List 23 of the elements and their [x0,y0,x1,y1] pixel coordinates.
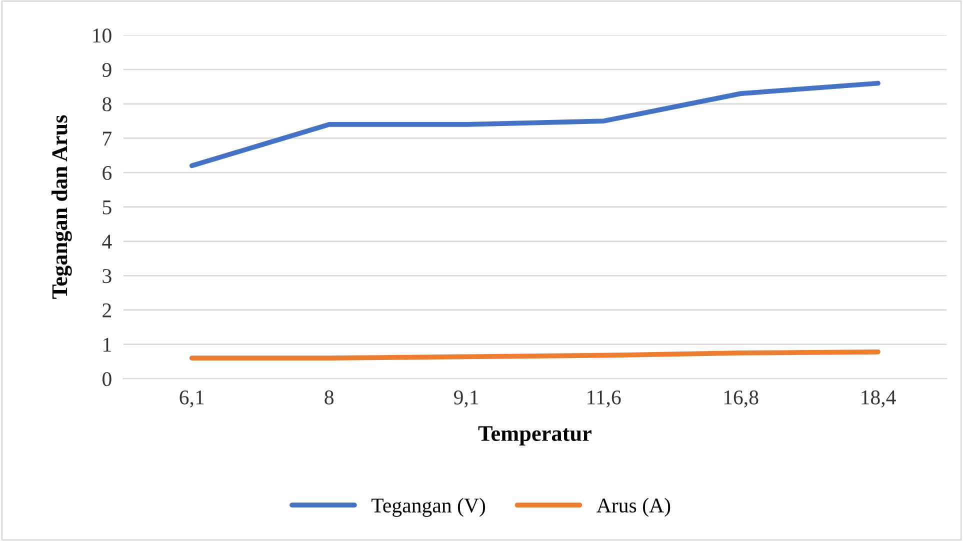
x-tick-label: 9,1 [454,390,478,408]
y-tick-label: 4 [102,234,112,249]
x-axis-title: Temperatur [478,426,592,446]
x-tick-label: 6,1 [180,390,204,408]
y-axis-title: Tegangan dan Arus [52,115,72,299]
line-series [189,349,880,361]
legend-label: Arus (A) [596,498,670,517]
y-tick-label: 8 [102,97,112,112]
x-tick-label: 8 [324,390,334,404]
line-series [189,80,880,168]
y-tick-label: 1 [104,338,111,352]
y-tick-label: 6 [102,166,112,180]
y-tick-label: 10 [93,28,112,43]
x-tick-label: 11,6 [588,390,621,408]
x-tick-label: 18,4 [862,390,896,408]
y-tick-label: 0 [102,372,112,386]
legend-label: Tegangan (V) [372,498,486,517]
y-tick-label: 3 [102,269,112,284]
x-tick-label: 16,8 [724,390,758,408]
y-tick-label: 9 [102,62,112,77]
y-tick-label: 2 [102,303,112,318]
y-tick-label: 5 [102,200,112,214]
y-tick-label: 7 [103,132,112,146]
